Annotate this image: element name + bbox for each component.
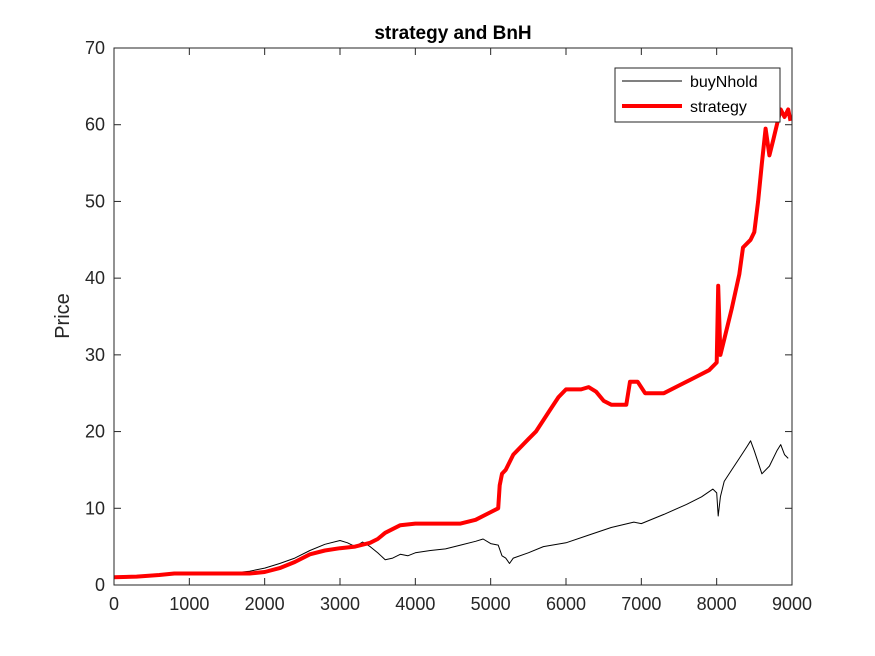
x-tick-label: 9000: [772, 594, 812, 614]
axes-box: [113, 47, 793, 586]
x-tick-label: 7000: [621, 594, 661, 614]
y-tick-label: 70: [85, 38, 105, 58]
x-tick-label: 0: [109, 594, 119, 614]
x-tick-label: 4000: [395, 594, 435, 614]
y-axis-label: Price: [52, 293, 74, 339]
legend-label-strategy: strategy: [690, 99, 747, 116]
y-tick-label: 30: [85, 345, 105, 365]
legend-label-buynhold: buyNhold: [690, 74, 758, 91]
y-tick-label: 40: [85, 268, 105, 288]
y-tick-label: 0: [95, 575, 105, 595]
y-tick-label: 10: [85, 498, 105, 518]
y-tick-label: 20: [85, 422, 105, 442]
legend: buyNhold strategy: [614, 67, 781, 123]
tick-layer: 0 1000 2000 3000 4000 5000 6000 7000 8000 9000 0 10…: [85, 38, 812, 614]
series-line-buynhold: [113, 440, 789, 578]
legend-box: [614, 67, 781, 123]
y-tick-label: 50: [85, 191, 105, 211]
series-layer: [113, 107, 793, 580]
x-tick-label: 3000: [320, 594, 360, 614]
x-tick-label: 6000: [546, 594, 586, 614]
x-tick-label: 8000: [697, 594, 737, 614]
x-tick-label: 5000: [471, 594, 511, 614]
x-tick-label: 1000: [169, 594, 209, 614]
y-tick-label: 60: [85, 115, 105, 135]
x-tick-label: 2000: [245, 594, 285, 614]
series-line-strategy: [113, 107, 793, 580]
plot-area: [114, 48, 792, 585]
chart-title: strategy and BnH: [374, 23, 531, 44]
